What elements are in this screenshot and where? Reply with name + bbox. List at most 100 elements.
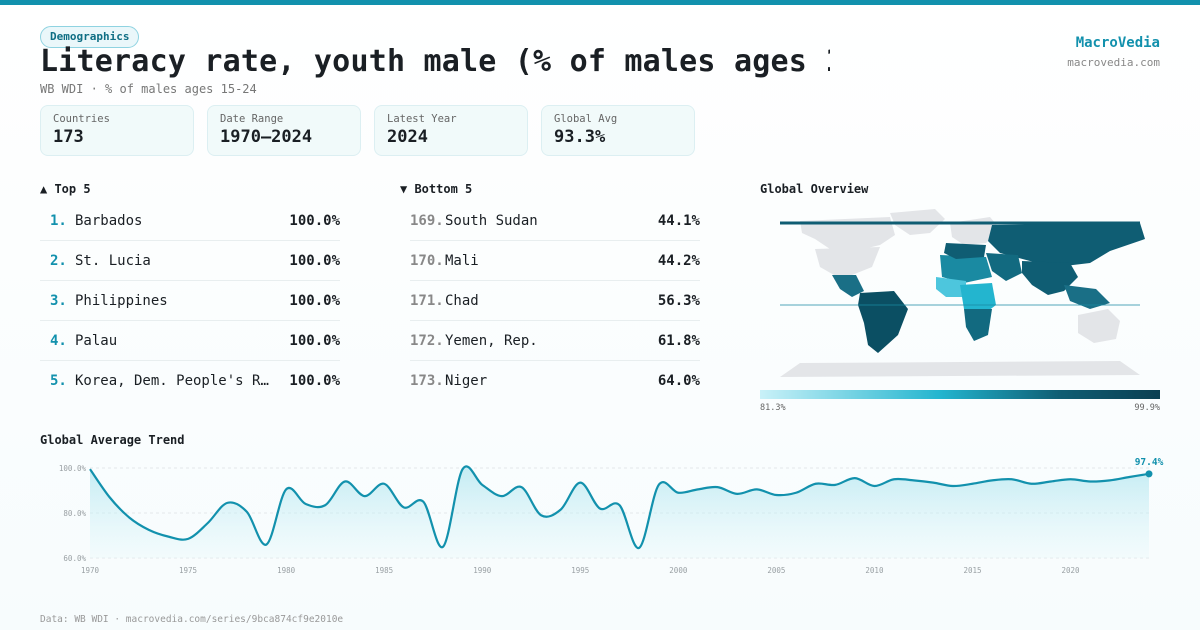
country-value: 61.8% (657, 333, 700, 349)
category-badge[interactable]: Demographics (40, 26, 140, 48)
country-value: 44.2% (657, 253, 700, 269)
list-item[interactable]: 172. Yemen, Rep. 61.8% (410, 321, 700, 361)
stat-value: 173 (53, 127, 84, 147)
top5-list: 1. Barbados 100.0% 2. St. Lucia 100.0% 3… (40, 201, 340, 401)
map-north-africa (940, 255, 992, 283)
x-tick-label: 2020 (1062, 566, 1081, 575)
x-tick-label: 1970 (81, 566, 100, 575)
stat-card-date-range: Date Range 1970–2024 (207, 105, 361, 156)
x-tick-label: 2000 (669, 566, 688, 575)
list-item[interactable]: 3. Philippines 100.0% (40, 281, 340, 321)
list-item[interactable]: 1. Barbados 100.0% (40, 201, 340, 241)
list-item[interactable]: 4. Palau 100.0% (40, 321, 340, 361)
rank-number: 171. (410, 293, 444, 309)
stat-label: Latest Year (387, 113, 457, 125)
map-asia-south (1022, 261, 1078, 295)
y-tick-label: 80.0% (63, 509, 86, 518)
map-central-africa (960, 283, 996, 317)
list-item[interactable]: 171. Chad 56.3% (410, 281, 700, 321)
legend-min-label: 81.3% (760, 403, 786, 413)
stat-card-countries: Countries 173 (40, 105, 194, 156)
list-item[interactable]: 173. Niger 64.0% (410, 361, 700, 401)
map-mexico-central (832, 275, 864, 297)
bottom5-title: ▼ Bottom 5 (400, 182, 473, 196)
x-tick-label: 1995 (571, 566, 589, 575)
map-legend-bar (760, 390, 1160, 399)
map-southern-africa (964, 309, 992, 341)
rank-number: 2. (50, 253, 67, 269)
map-canada (800, 217, 895, 251)
country-value: 100.0% (289, 333, 340, 349)
country-name: Mali (445, 253, 479, 269)
country-value: 100.0% (289, 373, 340, 389)
stat-value: 2024 (387, 127, 428, 147)
country-name: Korea, Dem. People's Rep. (75, 373, 275, 389)
top-accent-bar (0, 0, 1200, 5)
map-australia (1078, 309, 1120, 343)
country-name: Yemen, Rep. (445, 333, 538, 349)
list-item[interactable]: 170. Mali 44.2% (410, 241, 700, 281)
map-europe-south (944, 243, 986, 259)
brand-url[interactable]: macrovedia.com (1067, 56, 1160, 69)
rank-number: 172. (410, 333, 444, 349)
rank-number: 4. (50, 333, 67, 349)
last-value-label: 97.4% (1135, 457, 1164, 468)
rank-number: 170. (410, 253, 444, 269)
stat-label: Date Range (220, 113, 284, 125)
y-tick-label: 60.0% (63, 554, 86, 563)
stat-value: 1970–2024 (220, 127, 313, 147)
brand-name[interactable]: MacroVedia (1075, 35, 1160, 51)
country-value: 100.0% (289, 213, 340, 229)
map-middle-east (986, 253, 1022, 281)
map-title: Global Overview (760, 182, 869, 196)
map-west-africa (936, 277, 966, 297)
stat-card-global-avg: Global Avg 93.3% (541, 105, 695, 156)
x-tick-label: 2010 (865, 566, 884, 575)
stat-label: Countries (53, 113, 110, 125)
map-antarctica (780, 361, 1140, 377)
brand[interactable]: MacroVedia macrovedia.com (1067, 35, 1160, 69)
stat-label: Global Avg (554, 113, 618, 125)
map-south-america (858, 291, 908, 353)
stat-value: 93.3% (554, 127, 606, 147)
list-item[interactable]: 2. St. Lucia 100.0% (40, 241, 340, 281)
rank-number: 5. (50, 373, 67, 389)
x-tick-label: 1975 (179, 566, 197, 575)
world-map[interactable] (760, 205, 1160, 385)
country-name: Barbados (75, 213, 143, 229)
map-southeast-asia (1064, 285, 1110, 309)
country-name: St. Lucia (75, 253, 151, 269)
country-name: Chad (445, 293, 479, 309)
page-title: Literacy rate, youth male (% of males ag… (40, 44, 830, 79)
x-tick-label: 2015 (963, 566, 981, 575)
page-subtitle: WB WDI · % of males ages 15-24 (40, 82, 257, 96)
country-value: 44.1% (657, 213, 700, 229)
rank-number: 169. (410, 213, 444, 229)
list-item[interactable]: 169. South Sudan 44.1% (410, 201, 700, 241)
country-value: 100.0% (289, 293, 340, 309)
map-usa (815, 247, 880, 275)
rank-number: 1. (50, 213, 67, 229)
trend-chart[interactable]: 60.0% 80.0% 100.0% 1970 1975 1980 1985 1990 1995… (40, 450, 1170, 580)
footer-source: Data: WB WDI · macrovedia.com/series/9bc… (40, 614, 344, 625)
list-item[interactable]: 5. Korea, Dem. People's Rep. 100.0% (40, 361, 340, 401)
rank-number: 3. (50, 293, 67, 309)
x-tick-label: 1990 (473, 566, 492, 575)
stat-card-latest-year: Latest Year 2024 (374, 105, 528, 156)
bottom5-list: 169. South Sudan 44.1% 170. Mali 44.2% 1… (410, 201, 700, 401)
last-value-dot (1145, 470, 1153, 478)
y-tick-label: 100.0% (59, 464, 87, 473)
country-name: Palau (75, 333, 118, 349)
rank-number: 173. (410, 373, 444, 389)
country-name: South Sudan (445, 213, 538, 229)
map-russia-asia (988, 223, 1145, 267)
country-value: 56.3% (657, 293, 700, 309)
country-name: Niger (445, 373, 488, 389)
country-value: 100.0% (289, 253, 340, 269)
x-tick-label: 2005 (767, 566, 785, 575)
trend-title: Global Average Trend (40, 433, 185, 447)
legend-max-label: 99.9% (1134, 403, 1160, 413)
country-name: Philippines (75, 293, 168, 309)
country-value: 64.0% (657, 373, 700, 389)
x-tick-label: 1985 (375, 566, 393, 575)
